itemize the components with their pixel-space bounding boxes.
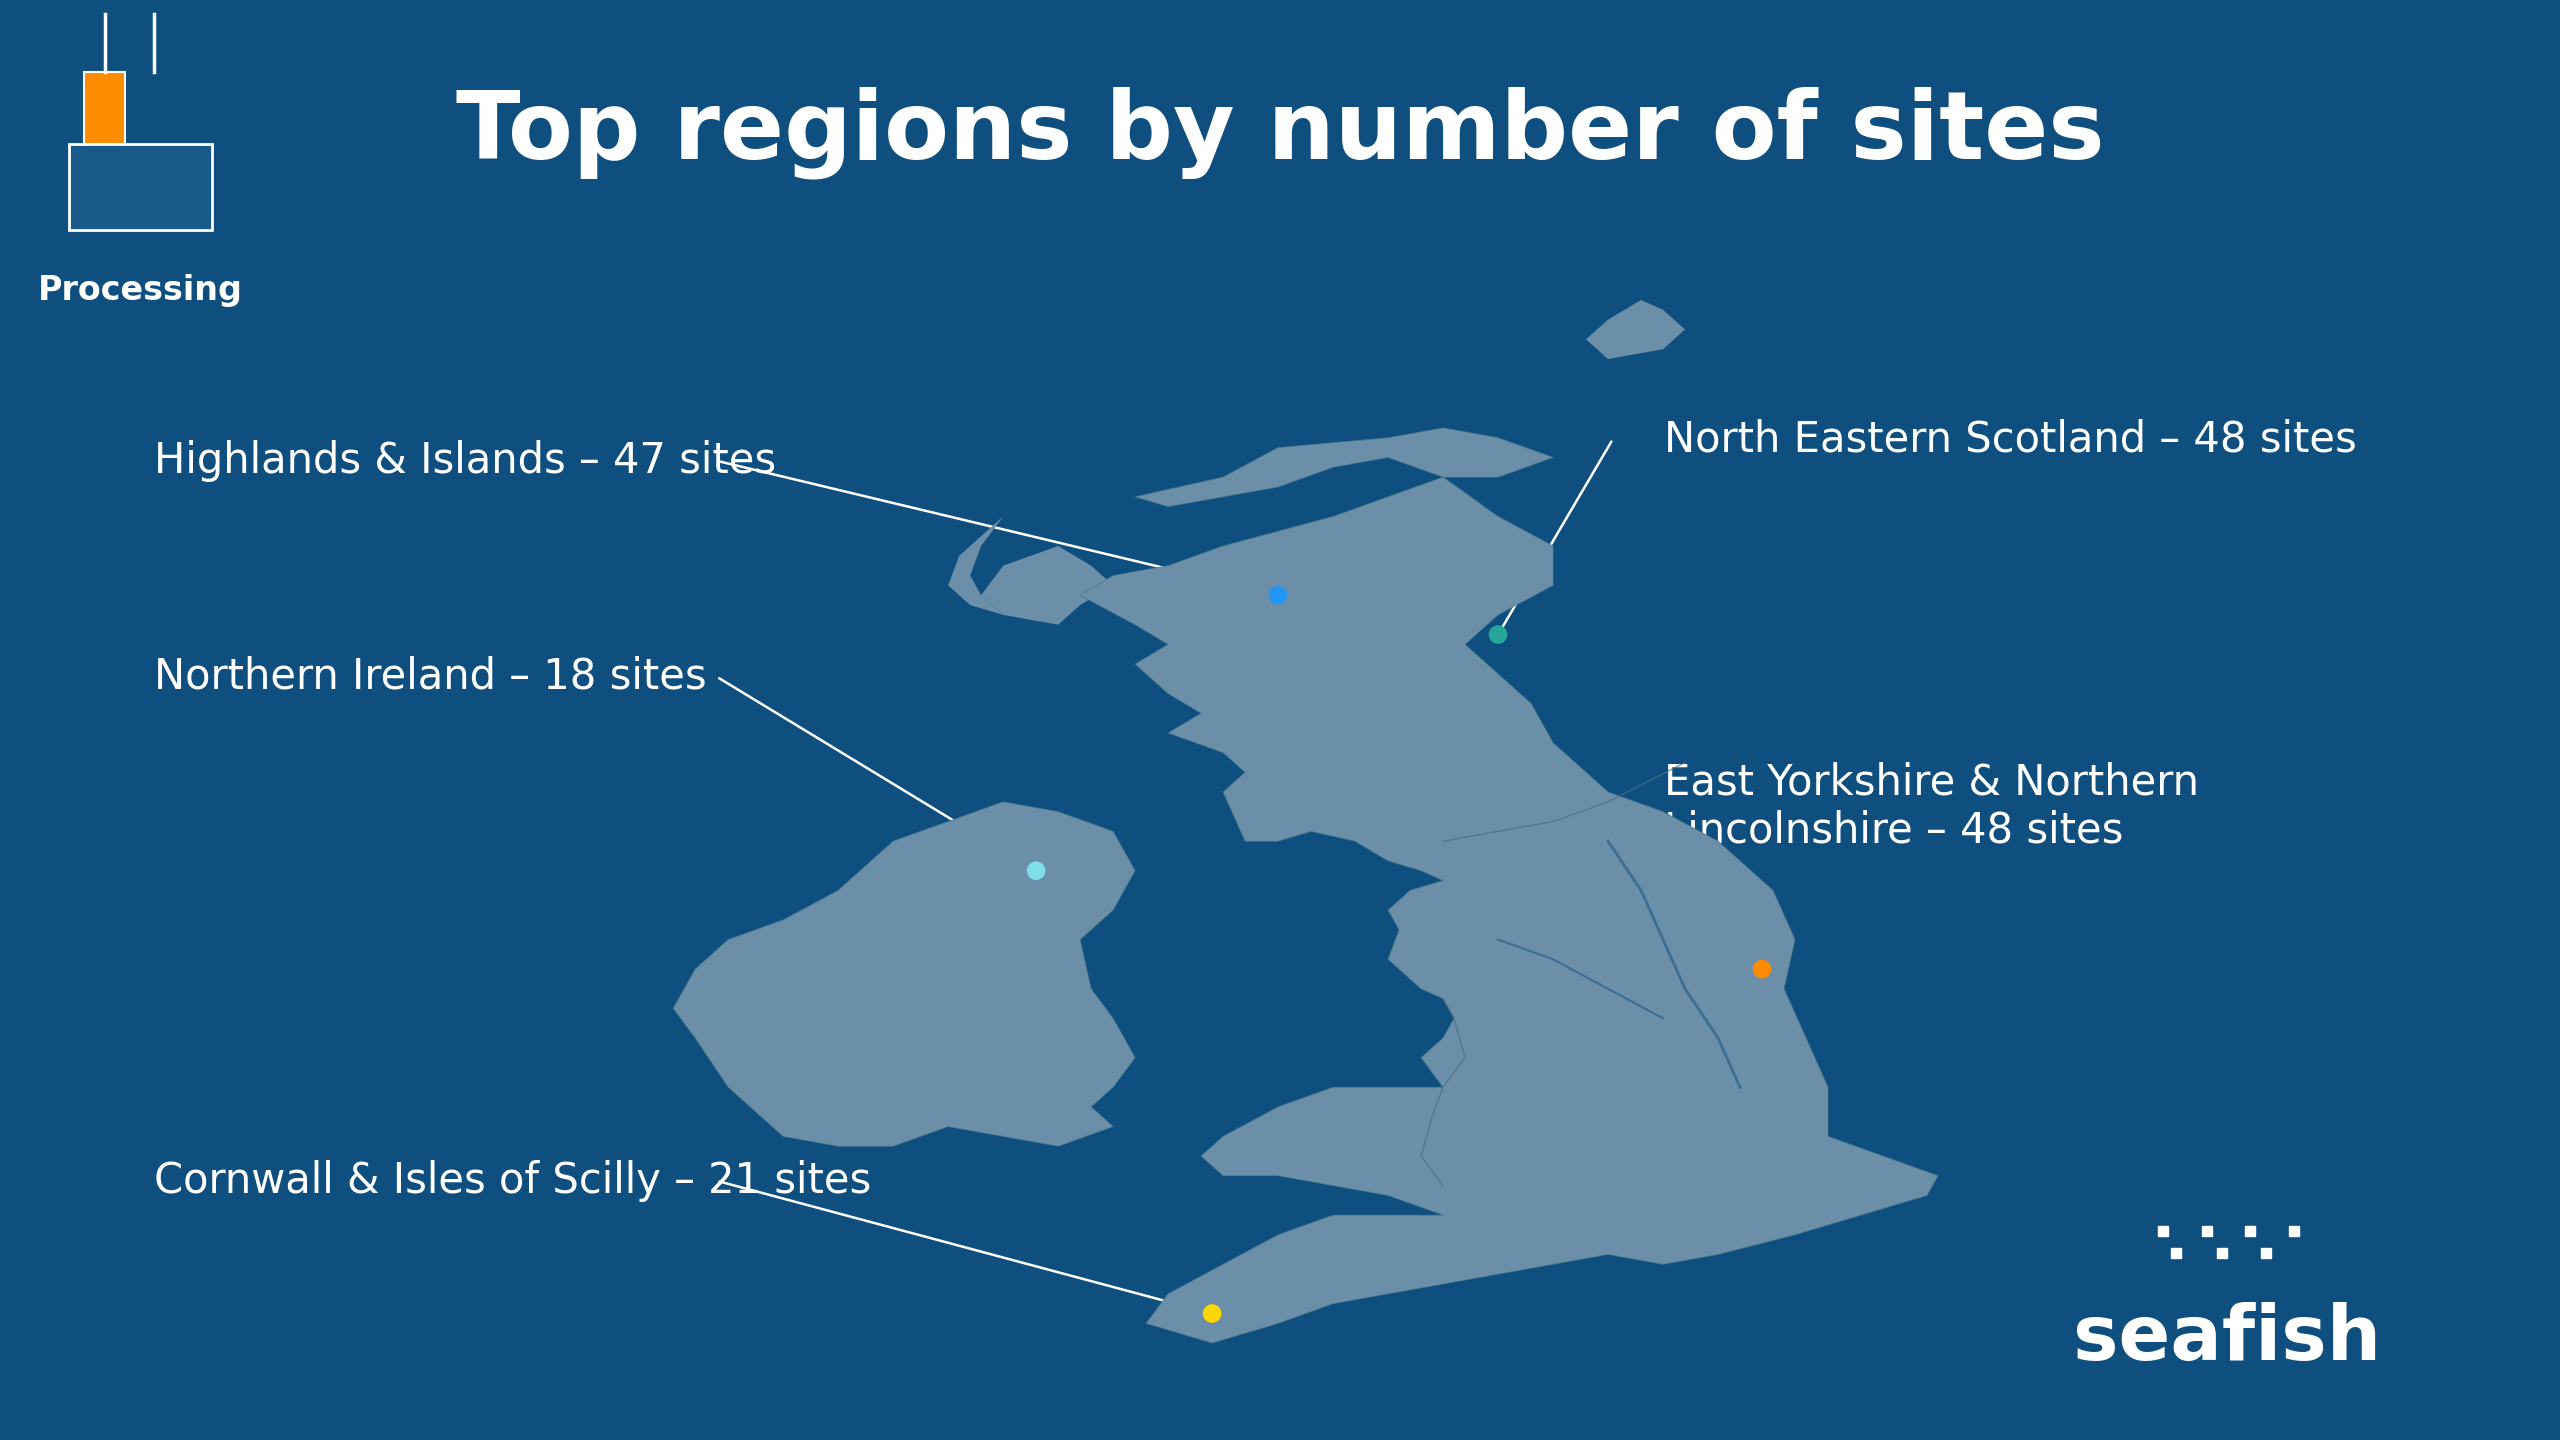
Point (1190, 1302, 1231, 1325)
FancyBboxPatch shape (84, 72, 125, 144)
Polygon shape (980, 546, 1114, 625)
Text: East Yorkshire & Northern
Lincolnshire – 48 sites: East Yorkshire & Northern Lincolnshire –… (1664, 762, 2199, 851)
Point (1477, 624, 1518, 647)
Text: Top regions by number of sites: Top regions by number of sites (456, 86, 2104, 179)
Point (1257, 583, 1298, 606)
Text: seafish: seafish (2074, 1302, 2381, 1377)
Point (1016, 860, 1057, 883)
FancyBboxPatch shape (69, 144, 212, 230)
Text: Cornwall & Isles of Scilly – 21 sites: Cornwall & Isles of Scilly – 21 sites (154, 1159, 870, 1202)
Polygon shape (1587, 300, 1684, 359)
Text: Processing: Processing (38, 274, 243, 307)
Polygon shape (673, 802, 1134, 1146)
Text: Northern Ireland – 18 sites: Northern Ireland – 18 sites (154, 655, 707, 698)
Polygon shape (1080, 428, 1938, 1344)
Polygon shape (947, 517, 1004, 615)
Text: North Eastern Scotland – 48 sites: North Eastern Scotland – 48 sites (1664, 418, 2358, 461)
Text: Highlands & Islands – 47 sites: Highlands & Islands – 47 sites (154, 439, 776, 482)
Point (1741, 958, 1782, 981)
